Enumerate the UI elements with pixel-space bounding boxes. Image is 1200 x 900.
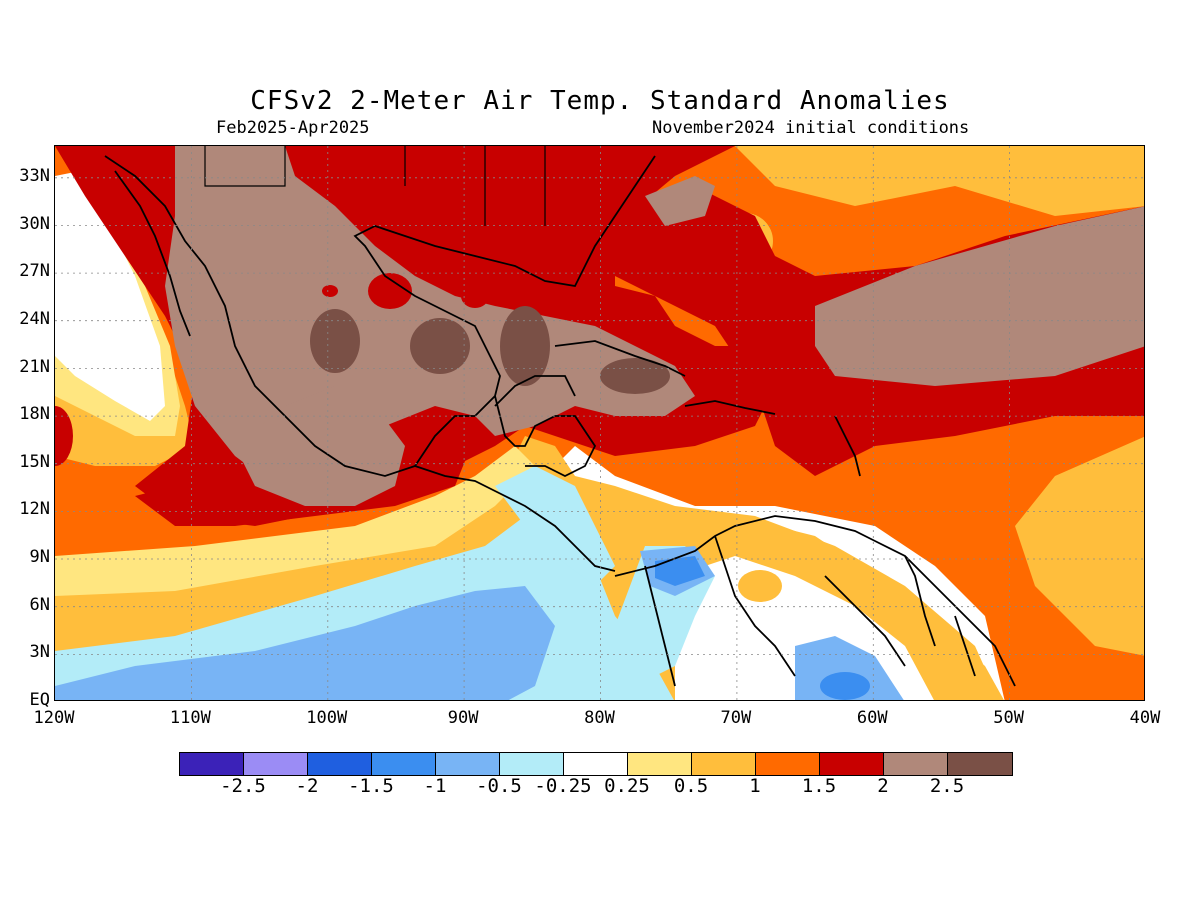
lon-label: 120W xyxy=(33,708,75,728)
colorbar-label: 2.5 xyxy=(929,775,965,797)
coastlines xyxy=(104,155,1016,687)
colorbar xyxy=(179,752,1013,776)
anomaly-map xyxy=(54,145,1145,701)
colorbar-swatch xyxy=(820,753,884,775)
forecast-period: Feb2025-Apr2025 xyxy=(216,118,370,138)
grid-lines xyxy=(55,146,1144,700)
map-canvas xyxy=(55,146,1144,700)
anomaly-darkbrown-yucatan xyxy=(500,306,550,386)
anomaly-lightorange-atlantic-ne xyxy=(735,146,1144,216)
colorbar-label: 0.25 xyxy=(604,775,650,797)
anomaly-strongblue-southamerica xyxy=(655,556,705,586)
anomaly-darkred-west-edge xyxy=(55,406,73,466)
anomaly-lightorange-atlantic-se xyxy=(1015,436,1144,656)
colorbar-swatch xyxy=(564,753,628,775)
lat-label: 27N xyxy=(19,261,50,282)
political-borders xyxy=(204,146,546,226)
anomaly-strongblue-spot xyxy=(820,672,870,700)
lat-label: 9N xyxy=(29,547,50,568)
anomaly-brown-atlantic xyxy=(815,206,1144,386)
anomaly-blue-pacific xyxy=(55,586,555,700)
anomaly-darkbrown-gulf xyxy=(410,318,470,374)
lat-label: 15N xyxy=(19,451,50,472)
colorbar-swatch xyxy=(884,753,948,775)
lat-label: 12N xyxy=(19,499,50,520)
lat-label: 30N xyxy=(19,213,50,234)
anomaly-darkbrown-mexico xyxy=(310,309,360,373)
colorbar-swatch xyxy=(180,753,244,775)
colorbar-label: -2 xyxy=(295,775,319,797)
lat-label: 6N xyxy=(29,594,50,615)
lat-label: EQ xyxy=(29,690,50,710)
colorbar-swatch xyxy=(948,753,1012,775)
colorbar-label: 1 xyxy=(749,775,761,797)
lon-label: 110W xyxy=(169,708,211,728)
lat-label: 33N xyxy=(19,166,50,186)
lon-label: 80W xyxy=(584,708,615,728)
anomaly-redspot-3 xyxy=(322,285,338,297)
anomaly-white-baja xyxy=(55,171,165,421)
lon-label: 40W xyxy=(1129,708,1161,728)
colorbar-swatch xyxy=(628,753,692,775)
map-title: CFSv2 2-Meter Air Temp. Standard Anomali… xyxy=(250,86,950,116)
colorbar-swatch xyxy=(692,753,756,775)
initial-conditions: November2024 initial conditions xyxy=(652,118,970,138)
lon-label: 90W xyxy=(447,708,479,728)
anomaly-orange-spot-venezuela xyxy=(738,570,782,602)
lon-label: 60W xyxy=(856,708,888,728)
colorbar-swatch xyxy=(500,753,564,775)
anomaly-darkbrown-cuba xyxy=(600,358,670,394)
colorbar-swatch xyxy=(756,753,820,775)
anomaly-yellow-pacific xyxy=(55,446,535,596)
colorbar-swatch xyxy=(308,753,372,775)
colorbar-swatch xyxy=(436,753,500,775)
colorbar-label: 0.5 xyxy=(673,775,709,797)
colorbar-label: 1.5 xyxy=(801,775,837,797)
colorbar-label: 2 xyxy=(877,775,889,797)
colorbar-label: -0.5 xyxy=(476,775,522,797)
lon-label: 50W xyxy=(993,708,1024,728)
colorbar-swatch xyxy=(244,753,308,775)
anomaly-brown-atlantic-north xyxy=(645,176,715,226)
colorbar-label: -1.5 xyxy=(348,775,394,797)
anomaly-redspot-1 xyxy=(368,273,412,309)
lon-label: 100W xyxy=(306,708,348,728)
lat-label: 3N xyxy=(29,642,50,663)
colorbar-swatch xyxy=(372,753,436,775)
lat-label: 21N xyxy=(19,356,50,377)
colorbar-label: -1 xyxy=(423,775,447,797)
lon-label: 70W xyxy=(720,708,752,728)
lat-label: 18N xyxy=(19,404,50,425)
colorbar-label: -0.25 xyxy=(534,775,592,797)
lat-label: 24N xyxy=(19,308,50,329)
colorbar-label: -2.5 xyxy=(220,775,266,797)
anomaly-redspot-2 xyxy=(461,284,489,308)
